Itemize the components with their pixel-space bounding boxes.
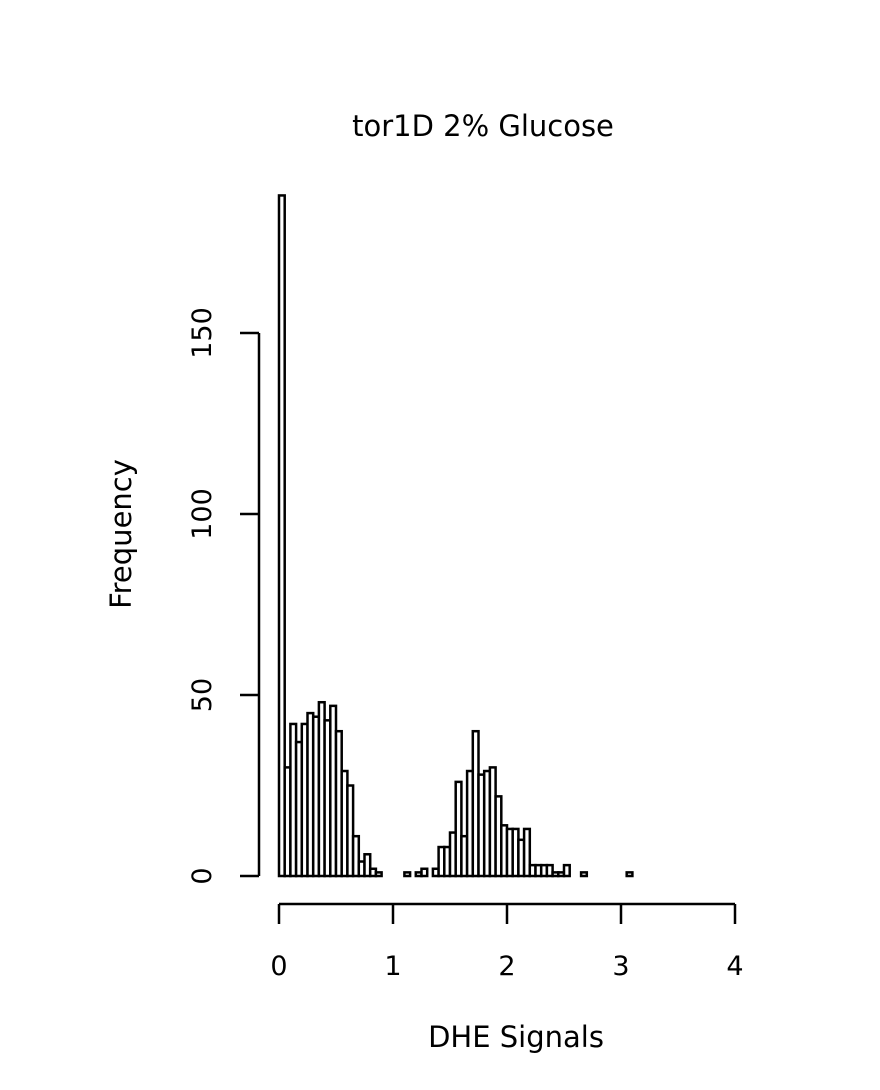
y-axis-label: Frequency bbox=[104, 459, 138, 609]
histogram-bar bbox=[545, 863, 554, 878]
bars-group bbox=[277, 194, 634, 878]
x-tick-label: 3 bbox=[612, 951, 629, 982]
x-axis: 0 1 2 3 4 bbox=[270, 902, 744, 982]
histogram-bar bbox=[625, 871, 634, 878]
x-tick-label: 0 bbox=[270, 951, 287, 982]
histogram-bar bbox=[403, 871, 412, 878]
y-tick-label: 150 bbox=[187, 307, 218, 359]
histogram-bar bbox=[363, 853, 372, 878]
y-tick-label: 100 bbox=[187, 488, 218, 540]
x-axis-label: DHE Signals bbox=[428, 1020, 604, 1054]
y-tick-label: 50 bbox=[187, 678, 218, 712]
x-tick-label: 1 bbox=[384, 951, 401, 982]
y-axis: 0 50 100 150 bbox=[187, 307, 261, 885]
x-tick-label: 2 bbox=[498, 951, 515, 982]
histogram-bar bbox=[454, 780, 463, 878]
histogram-bar bbox=[346, 784, 355, 878]
histogram-bar bbox=[277, 194, 286, 878]
chart-title: tor1D 2% Glucose bbox=[352, 109, 614, 143]
histogram-bar bbox=[562, 863, 571, 878]
x-tick-label: 4 bbox=[726, 951, 743, 982]
histogram-bar bbox=[522, 827, 532, 878]
histogram-bar bbox=[374, 871, 383, 878]
y-tick-label: 0 bbox=[187, 867, 218, 884]
histogram-bar bbox=[420, 867, 429, 878]
histogram-bar bbox=[351, 834, 361, 878]
histogram-bar bbox=[579, 871, 589, 878]
